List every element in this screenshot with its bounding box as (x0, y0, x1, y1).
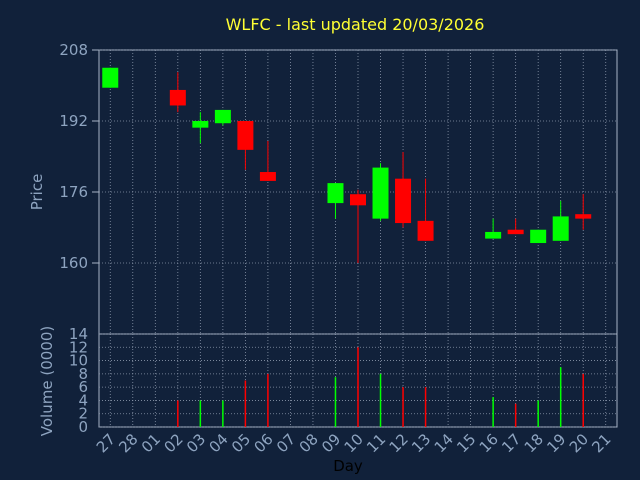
candle-body (214, 109, 231, 124)
price-tick-label: 192 (59, 112, 88, 130)
candle-body (575, 214, 592, 219)
volume-bar (199, 400, 202, 427)
price-axis-label: Price (28, 174, 46, 211)
volume-tick-label: 14 (69, 325, 88, 343)
x-axis-label: Day (333, 457, 363, 475)
volume-bar (492, 397, 494, 427)
candle-body (372, 167, 389, 219)
volume-bar (177, 400, 179, 427)
candle-body (327, 183, 344, 204)
volume-bar (559, 367, 562, 427)
volume-tick-label: 8 (78, 365, 88, 383)
volume-bar (267, 373, 269, 427)
candle-body (259, 172, 276, 181)
price-tick-label: 160 (59, 254, 88, 272)
candle-body (552, 216, 569, 241)
volume-tick-label: 12 (69, 338, 88, 356)
volume-bar (222, 400, 224, 427)
price-tick-label: 208 (59, 41, 88, 59)
volume-tick-label: 6 (78, 378, 88, 396)
candle-body (507, 229, 524, 235)
volume-bar (244, 380, 247, 427)
x-axis: 2728010203040506070809101112131415161718… (93, 430, 615, 456)
volume-bar (537, 400, 539, 427)
volume-bar (424, 387, 427, 427)
volume-bar (357, 347, 359, 427)
volume-bar (334, 377, 337, 427)
candle-body (169, 89, 186, 106)
price-tick-label: 176 (59, 183, 88, 201)
volume-axis-label: Volume (0000) (38, 326, 56, 436)
volume-bar (514, 403, 517, 427)
volume-tick-label: 4 (78, 391, 88, 409)
candle-body (192, 121, 209, 128)
candle-body (530, 229, 547, 244)
volume-bar (582, 373, 584, 427)
price-panel: 208 192 176 160 (59, 41, 618, 335)
candle-body (395, 178, 412, 224)
volume-tick-label: 2 (78, 405, 88, 423)
volume-bar (402, 387, 404, 427)
candle-body (350, 194, 366, 206)
candle-body (417, 220, 434, 241)
candle-body (102, 67, 119, 88)
volume-tick-label: 0 (78, 418, 88, 436)
volume-bar (379, 373, 382, 427)
candle-body (485, 231, 502, 239)
chart-title: WLFC - last updated 20/03/2026 (226, 15, 485, 34)
volume-tick-label: 10 (69, 352, 88, 370)
candle-body (237, 121, 254, 150)
